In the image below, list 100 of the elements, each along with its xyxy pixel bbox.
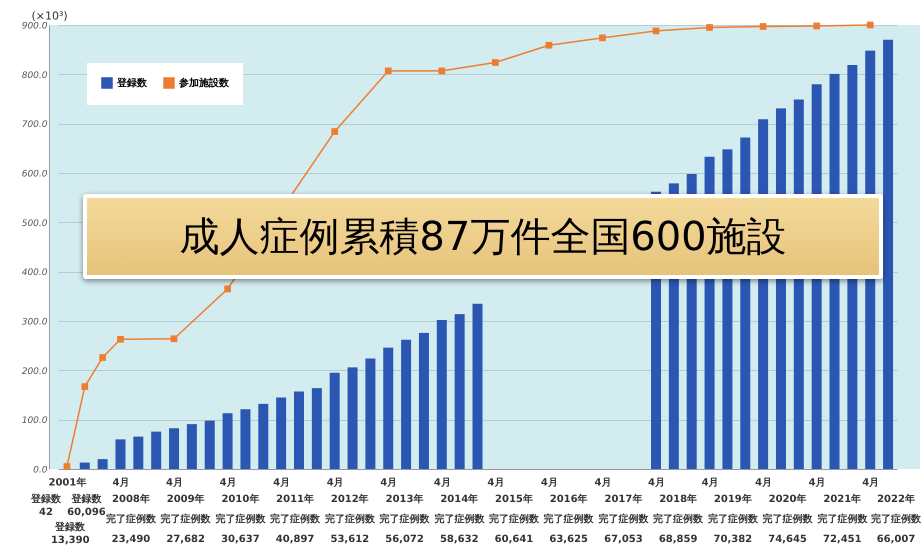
text: 66,007	[876, 534, 916, 546]
point	[652, 28, 660, 34]
x-tick-label: 4月	[220, 478, 237, 488]
x-tick-label: 4月	[702, 478, 719, 488]
bar	[348, 367, 358, 469]
bar	[186, 424, 197, 469]
text: 2020年	[768, 494, 806, 506]
text: 完了症例数	[215, 514, 266, 526]
point	[760, 23, 766, 30]
text: 2019年	[714, 494, 752, 506]
bar	[258, 404, 268, 469]
text: 27,682	[166, 534, 205, 546]
x-tick-label: 4月	[755, 478, 772, 488]
bar	[169, 428, 180, 469]
text: 60,641	[494, 534, 534, 546]
bar	[80, 462, 90, 469]
text: 2018年	[659, 494, 698, 506]
text: 登録数	[31, 494, 61, 506]
point	[384, 68, 392, 74]
y-tick-label: 400.0	[22, 268, 48, 278]
text: 40,897	[276, 534, 314, 546]
text: 完了症例数	[380, 514, 430, 526]
point	[438, 68, 446, 74]
text: 23,490	[112, 534, 150, 546]
text: 74,645	[768, 534, 807, 546]
y-tick-label: 900.0	[22, 22, 48, 32]
x-tick-label: 2001年	[48, 476, 86, 488]
x-tick-label: 4月	[487, 478, 504, 488]
point	[866, 22, 874, 28]
text: 完了症例数	[653, 514, 704, 526]
bar	[312, 388, 322, 469]
text: 完了症例数	[544, 514, 594, 526]
text: 2022年	[877, 494, 915, 506]
text: 2021年	[823, 494, 862, 506]
point	[99, 354, 106, 361]
bar	[151, 432, 162, 469]
x-tick-label: 4月	[380, 478, 398, 488]
x-tick-label: 4月	[594, 478, 612, 488]
bar	[383, 348, 394, 469]
text: 58,632	[440, 534, 479, 546]
x-tick-label: 4月	[808, 478, 826, 488]
text: 53,612	[330, 534, 370, 546]
y-tick-label: 100.0	[22, 416, 48, 426]
y-axis-title: (×10³)	[32, 10, 68, 22]
bar	[294, 392, 304, 469]
text: 56,072	[385, 534, 424, 546]
text: 完了症例数	[270, 514, 320, 526]
text: 72,451	[822, 534, 862, 546]
y-tick-label: 800.0	[22, 70, 48, 81]
text: 2013年	[386, 494, 424, 506]
point	[599, 34, 606, 42]
x-tick-label: 4月	[273, 478, 290, 488]
y-tick-label: 700.0	[22, 120, 48, 130]
bar	[365, 358, 376, 469]
text: 登録数	[71, 494, 102, 506]
point	[492, 59, 499, 66]
text: 2008年	[112, 494, 150, 506]
legend-label: 登録数	[116, 77, 148, 89]
bar	[418, 332, 429, 469]
text: 63,625	[549, 534, 588, 546]
legend-label: 参加施設数	[178, 77, 230, 89]
point	[64, 463, 70, 470]
x-tick-label: 4月	[540, 478, 558, 488]
text: 42	[39, 507, 53, 519]
text: 完了症例数	[160, 514, 211, 526]
bar	[98, 459, 108, 469]
y-tick-label: 0.0	[33, 466, 48, 476]
point	[81, 383, 88, 390]
bar	[115, 439, 126, 469]
text: 完了症例数	[817, 514, 868, 526]
y-tick-label: 500.0	[22, 218, 48, 229]
bar	[330, 372, 340, 469]
x-tick-label: 4月	[648, 478, 665, 488]
text: 2017年	[604, 494, 642, 506]
x-tick-label: 4月	[166, 478, 184, 488]
text: 登録数	[55, 522, 86, 534]
point	[706, 24, 713, 31]
y-tick-label: 300.0	[22, 318, 48, 328]
x-tick-label: 4月	[862, 478, 880, 488]
point	[117, 336, 124, 343]
point	[170, 335, 178, 342]
text: 67,053	[604, 534, 643, 546]
title-banner: 成人症例累積87万件全国600施設	[83, 194, 883, 279]
bar	[204, 420, 215, 469]
text: 完了症例数	[871, 514, 921, 526]
text: 70,382	[714, 534, 752, 546]
text: 68,859	[658, 534, 698, 546]
text: 2012年	[330, 494, 369, 506]
text: 完了症例数	[598, 514, 648, 526]
text: 13,390	[50, 535, 90, 547]
text: 2009年	[166, 494, 205, 506]
text: 完了症例数	[106, 514, 156, 526]
point	[331, 128, 338, 135]
text: 2015年	[495, 494, 533, 506]
text: 2010年	[221, 494, 260, 506]
bar	[436, 320, 447, 469]
bar	[276, 397, 286, 469]
bar	[222, 413, 233, 469]
text: 60,096	[67, 507, 106, 519]
text: 完了症例数	[324, 514, 375, 526]
